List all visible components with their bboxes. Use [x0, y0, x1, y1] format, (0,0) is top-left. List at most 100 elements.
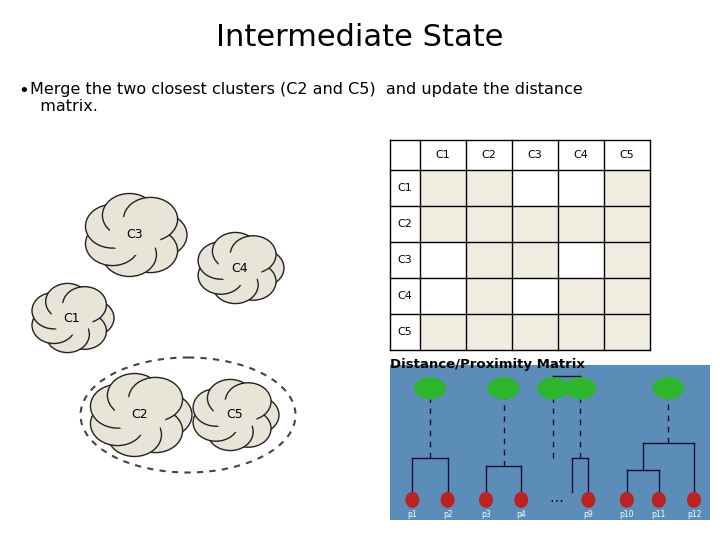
Bar — [604, 278, 650, 314]
Ellipse shape — [238, 249, 284, 287]
Bar — [466, 242, 512, 278]
Ellipse shape — [564, 377, 596, 399]
Ellipse shape — [107, 388, 174, 442]
Text: C1: C1 — [436, 150, 451, 160]
Bar — [558, 314, 604, 350]
Ellipse shape — [212, 232, 258, 270]
Bar — [604, 242, 650, 278]
Ellipse shape — [582, 492, 595, 508]
Text: p10: p10 — [619, 510, 634, 519]
Ellipse shape — [32, 293, 76, 329]
Ellipse shape — [51, 301, 93, 335]
Ellipse shape — [114, 395, 166, 435]
Bar — [604, 206, 650, 242]
Ellipse shape — [230, 236, 276, 273]
Text: C3: C3 — [528, 150, 542, 160]
Bar — [558, 278, 604, 314]
Ellipse shape — [193, 404, 239, 441]
Text: C1: C1 — [63, 312, 81, 325]
Text: p3: p3 — [481, 510, 491, 519]
Bar — [466, 170, 512, 206]
Text: C2: C2 — [397, 219, 413, 229]
Ellipse shape — [218, 251, 262, 285]
Ellipse shape — [86, 205, 140, 248]
Ellipse shape — [129, 377, 183, 421]
Bar — [512, 242, 558, 278]
Bar — [390, 365, 710, 520]
Text: p2: p2 — [443, 510, 452, 519]
Ellipse shape — [225, 383, 271, 420]
Ellipse shape — [233, 396, 279, 434]
Ellipse shape — [63, 287, 107, 323]
Ellipse shape — [213, 398, 257, 432]
Ellipse shape — [71, 300, 114, 336]
Bar — [466, 206, 512, 242]
Bar — [420, 206, 466, 242]
Bar — [604, 314, 650, 350]
Text: Distance/Proximity Matrix: Distance/Proximity Matrix — [390, 358, 585, 371]
Text: p1: p1 — [408, 510, 417, 519]
Ellipse shape — [198, 242, 244, 279]
Ellipse shape — [225, 410, 271, 447]
Ellipse shape — [124, 229, 178, 273]
Ellipse shape — [687, 492, 701, 508]
Text: C2: C2 — [132, 408, 148, 422]
Bar — [512, 206, 558, 242]
Ellipse shape — [102, 233, 156, 276]
Ellipse shape — [193, 389, 239, 426]
Text: C3: C3 — [127, 228, 143, 241]
Bar — [466, 314, 512, 350]
Ellipse shape — [129, 409, 183, 453]
Ellipse shape — [207, 413, 253, 450]
Text: ⋯: ⋯ — [549, 493, 563, 507]
Text: C4: C4 — [397, 291, 413, 301]
Bar — [420, 314, 466, 350]
Ellipse shape — [45, 284, 89, 320]
Ellipse shape — [91, 384, 145, 428]
Ellipse shape — [479, 492, 493, 508]
Ellipse shape — [230, 263, 276, 300]
Ellipse shape — [212, 245, 269, 292]
Bar — [390, 140, 650, 350]
Ellipse shape — [107, 374, 161, 417]
Ellipse shape — [652, 377, 685, 399]
Ellipse shape — [91, 402, 145, 446]
Text: p12: p12 — [687, 510, 701, 519]
Ellipse shape — [198, 257, 244, 294]
Ellipse shape — [102, 193, 156, 237]
Ellipse shape — [102, 208, 168, 262]
Ellipse shape — [207, 380, 253, 417]
Ellipse shape — [620, 492, 634, 508]
Ellipse shape — [133, 213, 187, 257]
Bar — [512, 314, 558, 350]
Text: C4: C4 — [574, 150, 588, 160]
Ellipse shape — [405, 492, 419, 508]
Ellipse shape — [487, 377, 520, 399]
Ellipse shape — [138, 393, 192, 437]
Text: •: • — [18, 82, 29, 100]
Ellipse shape — [514, 492, 528, 508]
Bar — [558, 206, 604, 242]
Text: Merge the two closest clusters (C2 and C5)  and update the distance
  matrix.: Merge the two closest clusters (C2 and C… — [30, 82, 582, 114]
Text: C4: C4 — [232, 261, 248, 274]
Bar — [466, 278, 512, 314]
Text: C5: C5 — [227, 408, 243, 422]
Ellipse shape — [63, 313, 107, 349]
Ellipse shape — [107, 413, 161, 456]
Text: p4: p4 — [516, 510, 526, 519]
Text: C5: C5 — [397, 327, 413, 337]
Ellipse shape — [45, 316, 89, 353]
Ellipse shape — [652, 492, 666, 508]
Ellipse shape — [32, 307, 76, 343]
Ellipse shape — [207, 392, 264, 438]
Bar — [420, 170, 466, 206]
Ellipse shape — [537, 377, 570, 399]
Ellipse shape — [441, 492, 454, 508]
Ellipse shape — [124, 198, 178, 241]
Text: p11: p11 — [652, 510, 666, 519]
Text: C1: C1 — [397, 183, 413, 193]
Text: C2: C2 — [482, 150, 496, 160]
Ellipse shape — [86, 222, 140, 266]
Text: C5: C5 — [620, 150, 634, 160]
Ellipse shape — [45, 295, 99, 341]
